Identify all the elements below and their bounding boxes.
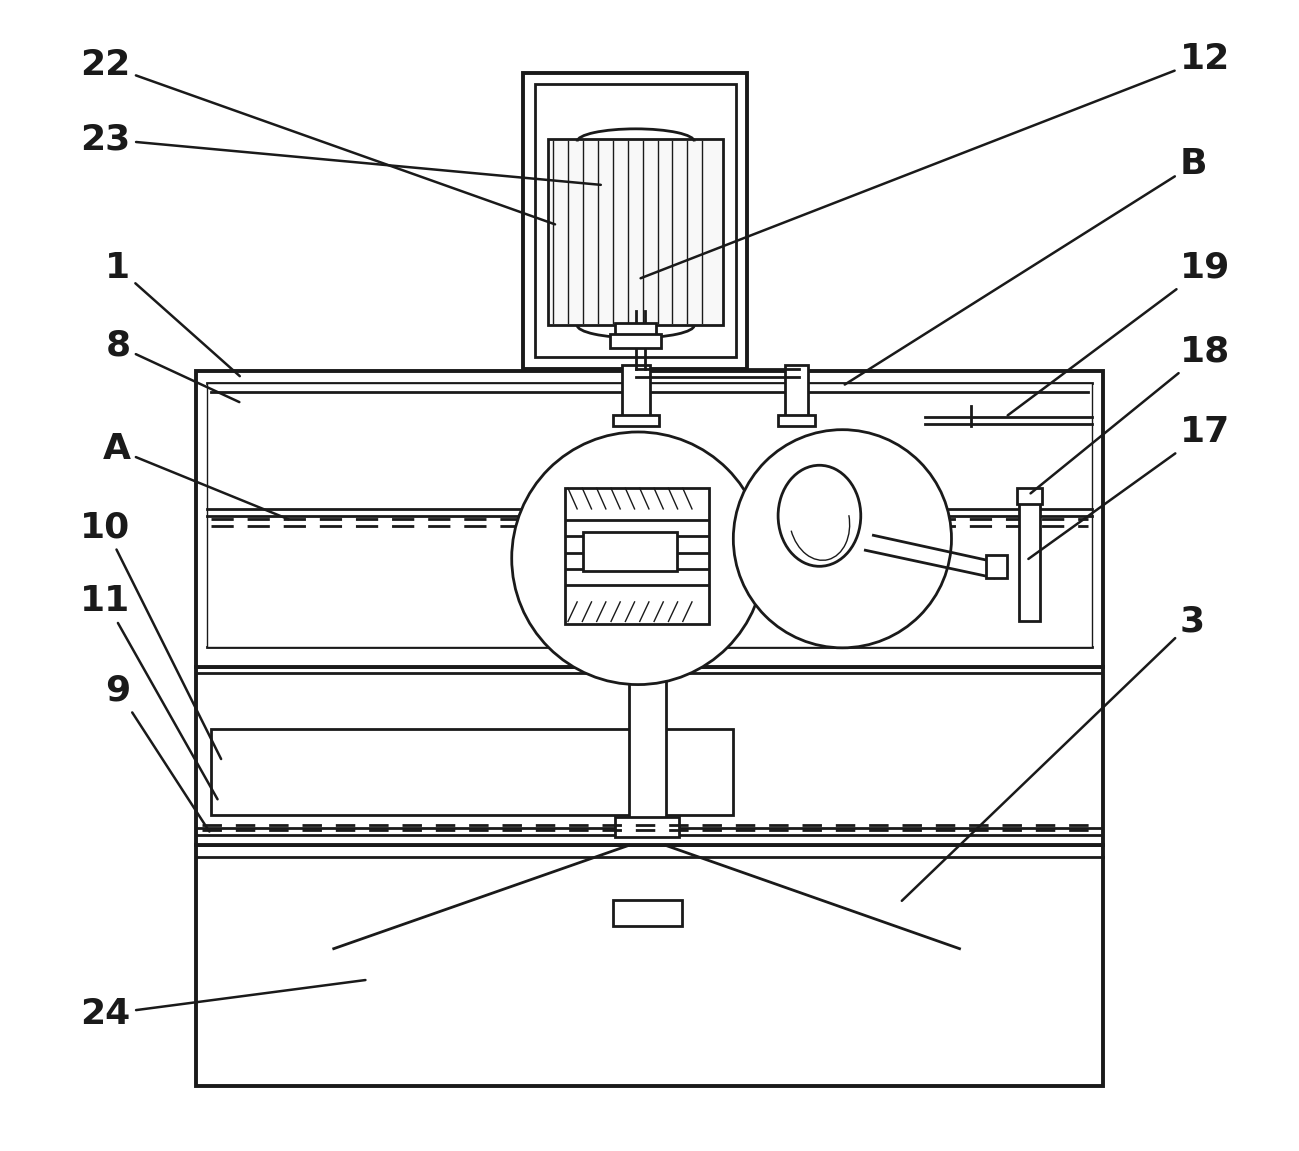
Bar [583,532,677,571]
Text: 24: 24 [81,980,365,1031]
Bar [523,73,747,368]
Text: 10: 10 [81,510,221,759]
Bar [986,555,1007,578]
Bar [210,730,734,815]
Text: 11: 11 [81,584,217,799]
Text: 12: 12 [640,41,1230,279]
Bar [629,671,665,822]
Text: B: B [844,147,1208,384]
Bar [778,414,814,426]
Circle shape [734,429,951,648]
Text: 19: 19 [1008,251,1230,416]
Bar [614,816,679,837]
Text: 17: 17 [1029,416,1230,559]
Bar [1020,497,1040,622]
Text: 1: 1 [105,251,240,376]
Text: 9: 9 [105,673,209,831]
Bar [611,335,661,348]
Bar [196,845,1103,1087]
Circle shape [512,432,764,685]
Bar [622,365,650,420]
Text: A: A [103,432,288,519]
Bar [614,323,656,337]
Text: 3: 3 [902,604,1205,901]
Bar [208,382,1091,647]
Text: 23: 23 [81,122,601,185]
Text: 18: 18 [1030,335,1230,494]
Bar [613,414,659,426]
Text: 22: 22 [81,47,555,224]
Bar [548,139,724,326]
Bar [1017,488,1042,504]
Bar [196,371,1103,668]
Bar [613,900,682,925]
Bar [565,488,709,624]
Bar [535,84,735,357]
Text: 8: 8 [105,329,239,402]
Bar [785,365,808,420]
Bar [196,668,1103,845]
